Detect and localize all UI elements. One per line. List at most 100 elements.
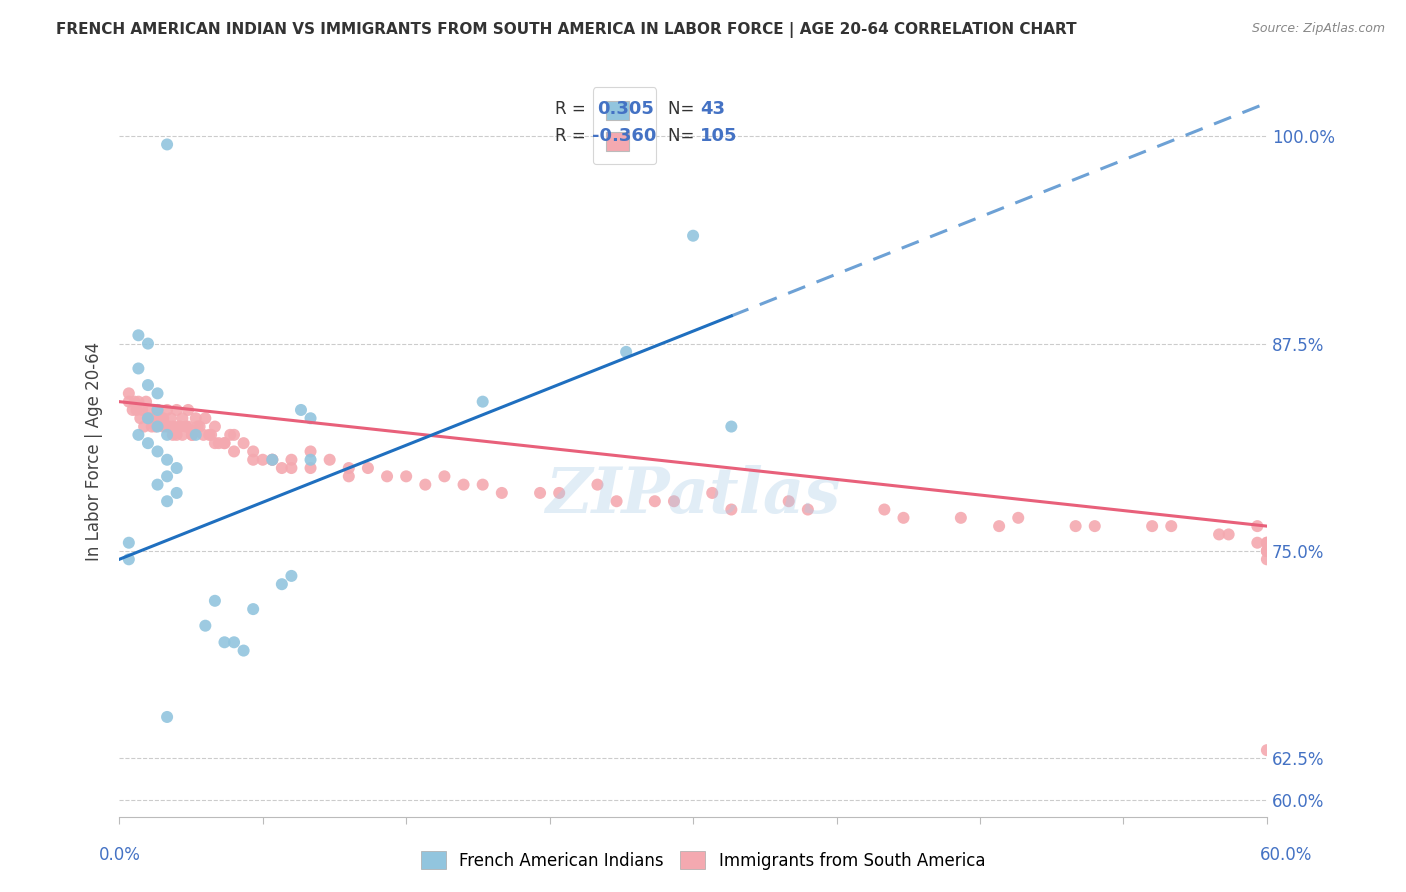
Point — [146, 403, 169, 417]
Point — [136, 411, 159, 425]
Point — [156, 137, 179, 152]
Point — [232, 643, 254, 657]
Point — [184, 428, 207, 442]
Y-axis label: In Labor Force | Age 20-64: In Labor Force | Age 20-64 — [86, 342, 103, 561]
Point — [988, 519, 1011, 533]
Text: FRENCH AMERICAN INDIAN VS IMMIGRANTS FROM SOUTH AMERICA IN LABOR FORCE | AGE 20-: FRENCH AMERICAN INDIAN VS IMMIGRANTS FRO… — [56, 22, 1077, 38]
Point — [453, 477, 475, 491]
Point — [135, 394, 157, 409]
Point — [529, 834, 551, 848]
Point — [797, 502, 820, 516]
Point — [136, 411, 159, 425]
Text: N=: N= — [668, 100, 699, 118]
Text: -0.360: -0.360 — [592, 127, 657, 145]
Point — [299, 452, 322, 467]
Point — [471, 394, 494, 409]
Point — [172, 428, 194, 442]
Point — [141, 419, 163, 434]
Point — [328, 868, 350, 882]
Point — [242, 444, 264, 458]
Point — [662, 494, 685, 508]
Point — [1208, 527, 1230, 541]
Point — [337, 461, 360, 475]
Point — [193, 428, 215, 442]
Point — [1140, 519, 1163, 533]
Point — [157, 419, 180, 434]
Text: ZIPatlas: ZIPatlas — [546, 465, 841, 526]
Point — [166, 428, 188, 442]
Point — [156, 469, 179, 483]
Point — [166, 461, 188, 475]
Point — [142, 411, 165, 425]
Point — [290, 403, 312, 417]
Point — [491, 486, 513, 500]
Text: N=: N= — [668, 127, 699, 145]
Point — [222, 428, 245, 442]
Point — [156, 710, 179, 724]
Point — [166, 486, 188, 500]
Point — [214, 635, 236, 649]
Point — [1007, 511, 1029, 525]
Point — [1160, 519, 1182, 533]
Point — [222, 635, 245, 649]
Point — [160, 411, 183, 425]
Point — [1256, 544, 1278, 558]
Point — [200, 428, 222, 442]
Point — [148, 411, 170, 425]
Point — [118, 394, 141, 409]
Point — [219, 428, 242, 442]
Text: R =: R = — [555, 127, 592, 145]
Point — [270, 461, 292, 475]
Point — [121, 403, 143, 417]
Point — [471, 477, 494, 491]
Point — [280, 569, 302, 583]
Point — [337, 469, 360, 483]
Point — [127, 328, 149, 343]
Point — [187, 419, 209, 434]
Point — [299, 444, 322, 458]
Point — [1256, 544, 1278, 558]
Point — [720, 502, 742, 516]
Point — [529, 486, 551, 500]
Point — [1218, 527, 1240, 541]
Point — [702, 486, 724, 500]
Point — [606, 494, 628, 508]
Point — [146, 386, 169, 401]
Point — [262, 452, 284, 467]
Point — [375, 868, 398, 882]
Point — [136, 436, 159, 450]
Point — [614, 344, 637, 359]
Point — [208, 436, 231, 450]
Point — [194, 411, 217, 425]
Point — [413, 477, 436, 491]
Point — [1256, 552, 1278, 566]
Point — [1256, 535, 1278, 549]
Point — [146, 419, 169, 434]
Point — [177, 403, 200, 417]
Point — [127, 428, 149, 442]
Point — [127, 394, 149, 409]
Point — [682, 228, 704, 243]
Point — [395, 469, 418, 483]
Point — [949, 511, 972, 525]
Point — [299, 461, 322, 475]
Point — [184, 411, 207, 425]
Point — [162, 428, 184, 442]
Point — [1256, 535, 1278, 549]
Point — [150, 411, 173, 425]
Point — [146, 444, 169, 458]
Point — [181, 428, 204, 442]
Point — [778, 494, 800, 508]
Point — [214, 436, 236, 450]
Point — [156, 494, 179, 508]
Point — [413, 851, 436, 865]
Point — [162, 419, 184, 434]
Point — [262, 452, 284, 467]
Point — [156, 403, 179, 417]
Point — [586, 477, 609, 491]
Point — [548, 486, 571, 500]
Point — [204, 594, 226, 608]
Point — [1256, 743, 1278, 757]
Legend: French American Indians, Immigrants from South America: French American Indians, Immigrants from… — [415, 845, 991, 877]
Point — [136, 378, 159, 392]
